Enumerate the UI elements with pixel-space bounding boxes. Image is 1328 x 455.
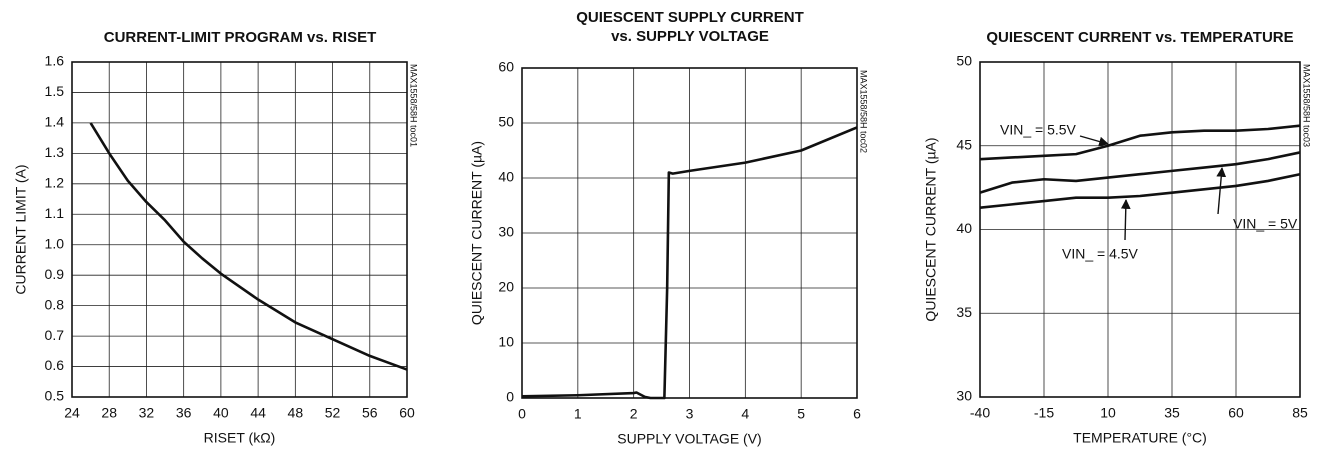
x-axis-label: TEMPERATURE (°C)	[1073, 430, 1207, 446]
x-tick-label: 60	[1228, 405, 1244, 421]
y-tick-label: 1.5	[45, 83, 65, 99]
y-tick-label: 0.9	[45, 266, 65, 282]
x-tick-label: 6	[853, 406, 861, 422]
data-line	[979, 151, 1301, 194]
y-tick-label: 1.4	[45, 114, 65, 130]
y-axis-label: QUIESCENT CURRENT (µA)	[923, 137, 939, 321]
data-line	[521, 126, 858, 400]
x-tick-label: 3	[686, 406, 694, 422]
y-tick-label: 0.8	[45, 296, 65, 312]
label-arrow	[1120, 199, 1131, 241]
y-tick-label: 30	[956, 388, 972, 404]
chart-title: vs. SUPPLY VOLTAGE	[611, 28, 769, 45]
chart-title: QUIESCENT CURRENT vs. TEMPERATURE	[986, 29, 1293, 46]
x-tick-label: 1	[574, 406, 582, 422]
y-axis-label: CURRENT LIMIT (A)	[13, 164, 29, 294]
x-tick-label: 35	[1164, 405, 1180, 421]
x-tick-label: 56	[362, 405, 378, 421]
series-label: VIN_ = 5.5V	[1000, 122, 1077, 138]
x-tick-label: 40	[213, 405, 229, 421]
label-arrow	[1079, 135, 1109, 147]
x-tick-label: 60	[399, 405, 415, 421]
y-tick-label: 1.1	[45, 205, 65, 221]
y-tick-label: 50	[498, 114, 514, 130]
x-tick-label: 10	[1100, 405, 1116, 421]
y-tick-label: 0.7	[45, 327, 65, 343]
x-tick-label: -40	[970, 405, 990, 421]
y-tick-label: 1.2	[45, 175, 65, 191]
x-tick-label: 4	[741, 406, 749, 422]
y-tick-label: 40	[956, 220, 972, 236]
data-line	[979, 172, 1301, 210]
note: MAX1558/58H toc02	[859, 70, 869, 153]
y-tick-label: 1.0	[45, 235, 65, 251]
x-tick-label: 85	[1292, 405, 1308, 421]
y-tick-label: 50	[956, 53, 972, 69]
x-tick-label: 5	[797, 406, 805, 422]
y-tick-label: 1.3	[45, 144, 65, 160]
y-tick-label: 0.5	[45, 388, 65, 404]
y-tick-label: 60	[498, 59, 514, 75]
plot-frame	[979, 61, 1301, 398]
x-axis-label: SUPPLY VOLTAGE (V)	[617, 431, 761, 447]
series-label: VIN_ = 4.5V	[1062, 246, 1139, 262]
x-tick-label: 36	[176, 405, 192, 421]
y-tick-label: 10	[498, 334, 514, 350]
chart-title: QUIESCENT SUPPLY CURRENT	[576, 9, 804, 26]
y-tick-label: 35	[956, 304, 972, 320]
x-tick-label: 2	[630, 406, 638, 422]
plot-frame	[71, 61, 408, 398]
x-tick-label: 32	[139, 405, 155, 421]
x-tick-label: 48	[288, 405, 304, 421]
y-tick-label: 40	[498, 169, 514, 185]
x-tick-label: 28	[101, 405, 117, 421]
plot-frame	[521, 67, 858, 399]
x-tick-label: 24	[64, 405, 80, 421]
x-tick-label: 52	[325, 405, 341, 421]
x-tick-label: 0	[518, 406, 526, 422]
y-tick-label: 20	[498, 279, 514, 295]
note: MAX1558/58H toc03	[1302, 64, 1312, 147]
x-tick-label: 44	[250, 405, 266, 421]
y-tick-label: 30	[498, 224, 514, 240]
y-tick-label: 1.6	[45, 53, 65, 69]
y-axis-label: QUIESCENT CURRENT (µA)	[469, 141, 485, 325]
y-tick-label: 0.6	[45, 357, 65, 373]
x-axis-label: RISET (kΩ)	[204, 430, 276, 446]
series-label: VIN_ = 5V	[1233, 216, 1298, 232]
note: MAX1558/58H toc01	[409, 64, 419, 147]
data-line	[89, 122, 408, 371]
x-tick-label: -15	[1034, 405, 1054, 421]
data-line	[979, 124, 1301, 161]
label-arrow	[1216, 167, 1227, 215]
y-tick-label: 0	[506, 389, 514, 405]
y-tick-label: 45	[956, 136, 972, 152]
chart-title: CURRENT-LIMIT PROGRAM vs. RISET	[104, 29, 377, 46]
